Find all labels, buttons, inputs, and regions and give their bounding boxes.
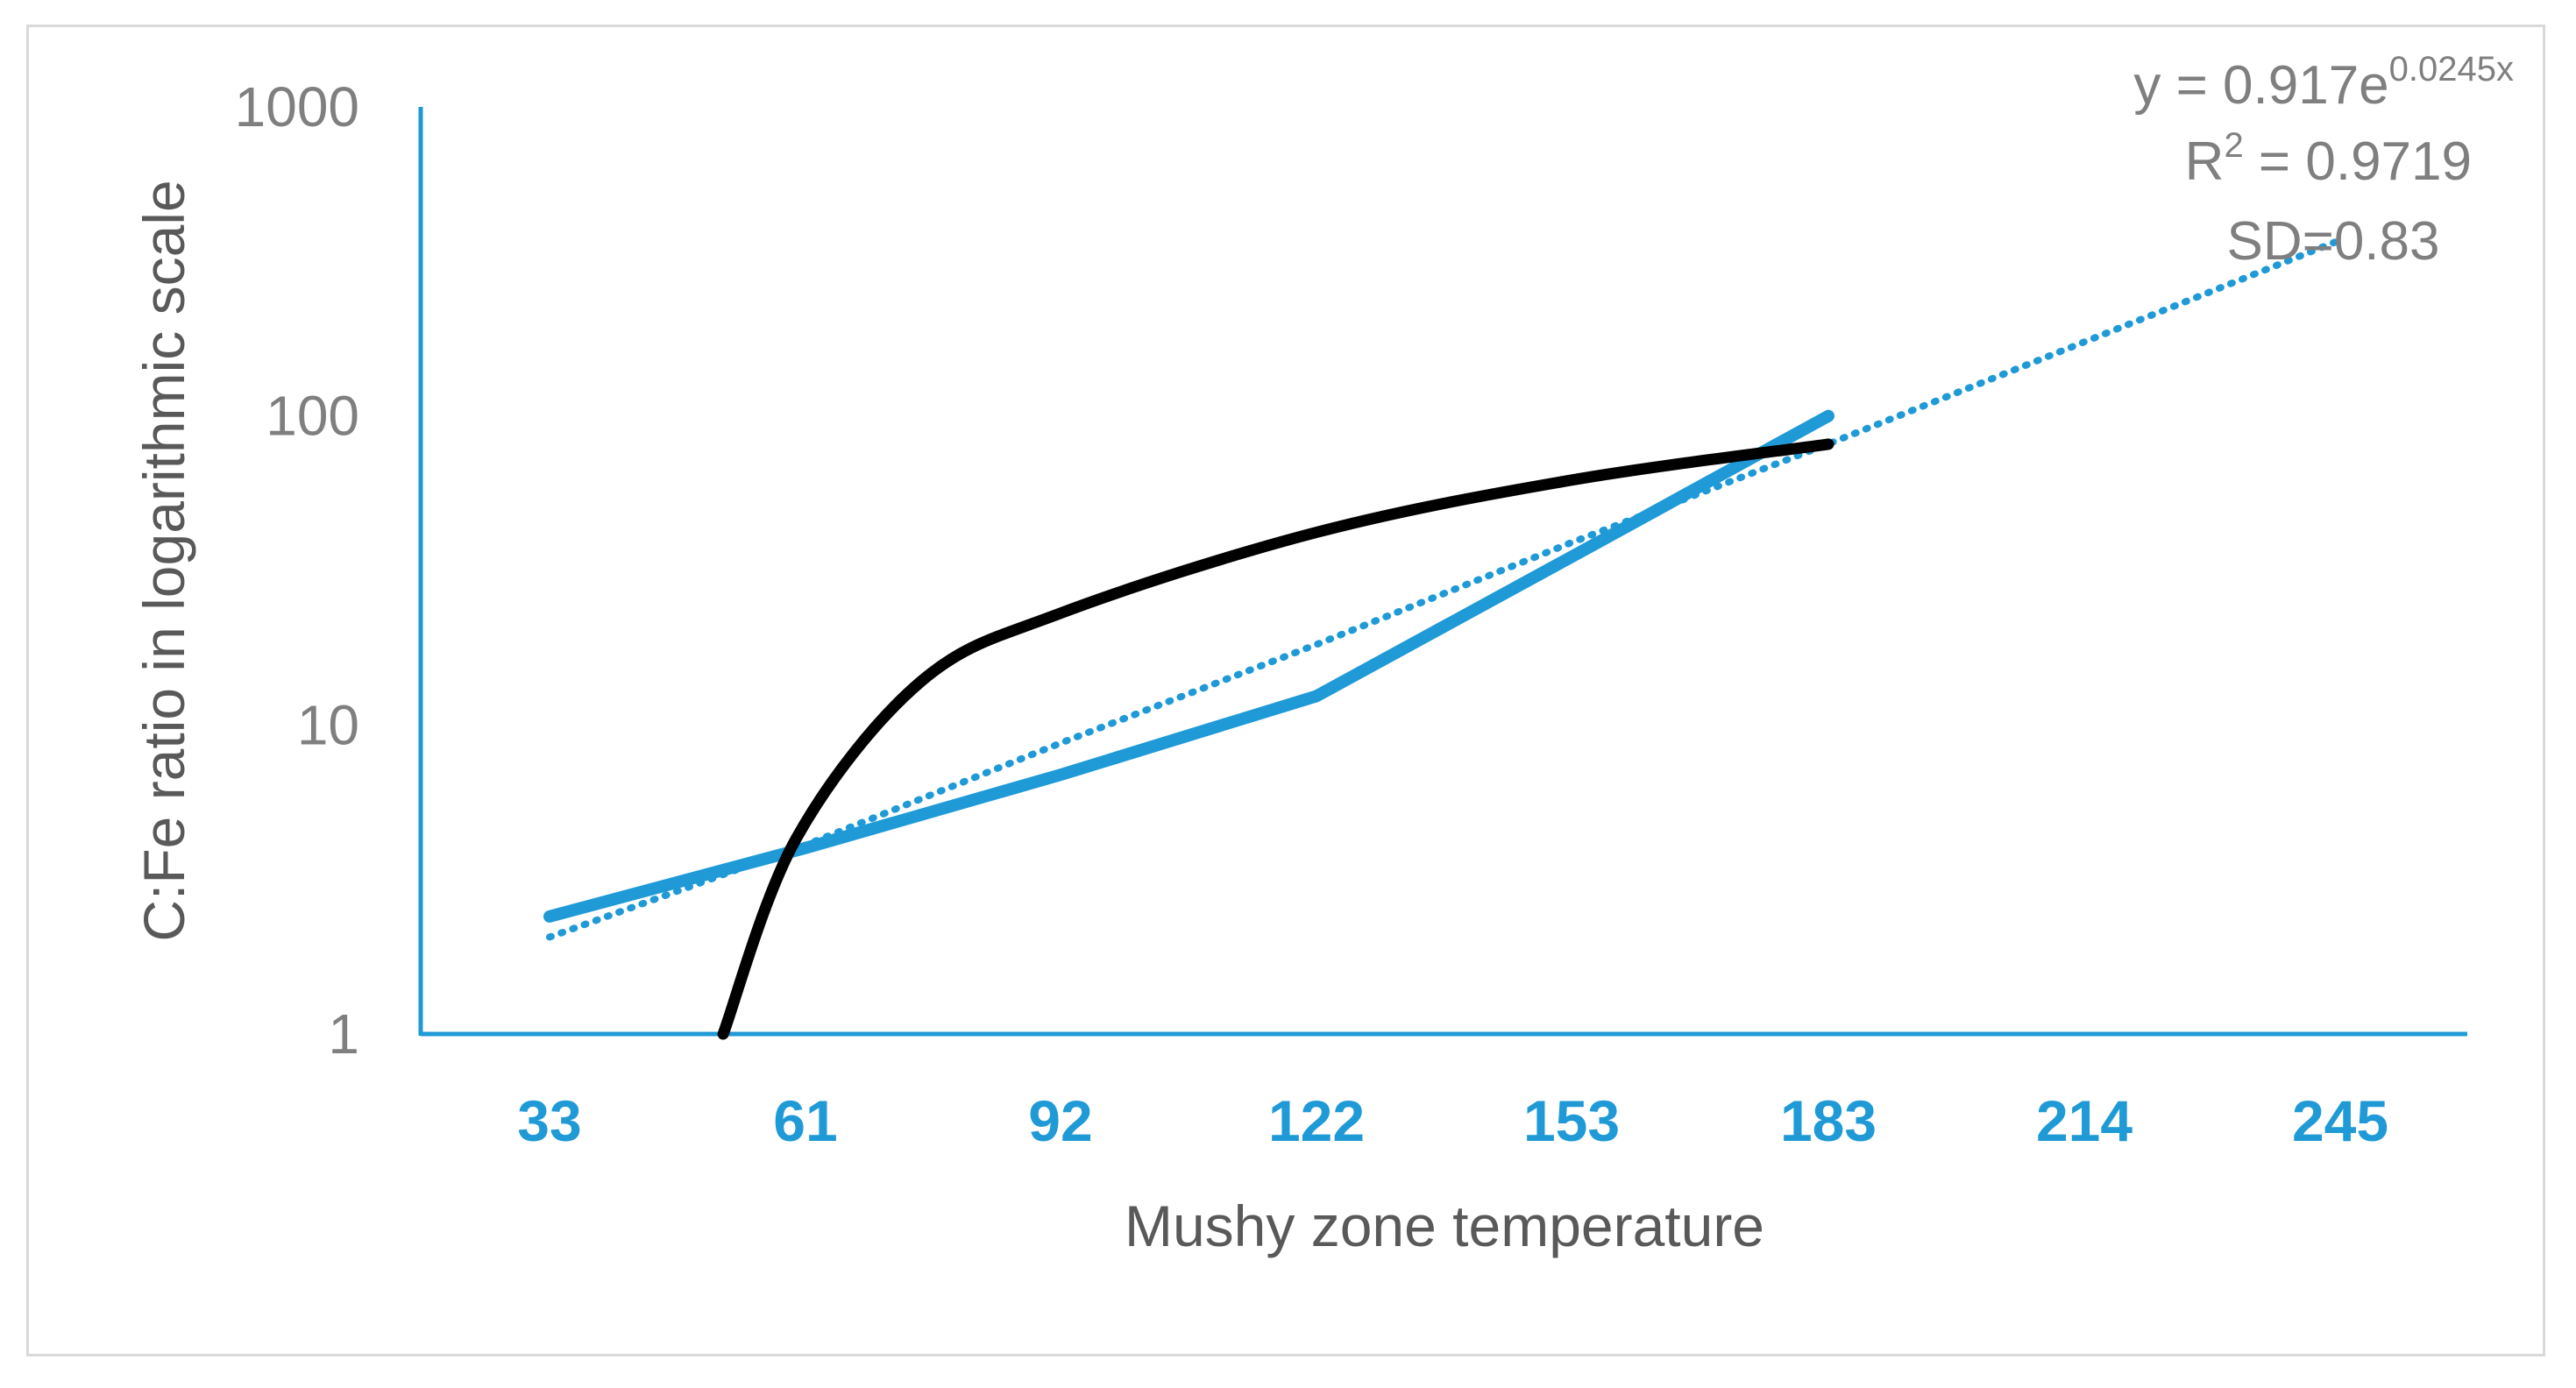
x-tick-label: 92 bbox=[1028, 1088, 1092, 1153]
series-measured-line bbox=[543, 409, 1834, 923]
trendline-annotation: y = 0.917e0.0245x R2 = 0.9719 SD=0.83 bbox=[2133, 50, 2514, 272]
chart-frame bbox=[26, 25, 2545, 1356]
equation-exponent: 0.0245x bbox=[2389, 50, 2514, 89]
y-tick-labels: 1 10 100 1000 bbox=[235, 75, 359, 1066]
y-tick-label: 1 bbox=[328, 1002, 359, 1066]
r-squared-sup: 2 bbox=[2224, 126, 2243, 165]
x-tick-label: 214 bbox=[2036, 1088, 2132, 1153]
x-tick-labels: 33 61 92 122 153 183 214 245 bbox=[517, 1088, 2388, 1153]
sd-label: SD=0.83 bbox=[2226, 211, 2439, 272]
equation-base: y = 0.917e bbox=[2133, 55, 2388, 116]
x-tick-label: 122 bbox=[1268, 1088, 1365, 1153]
equation-label: y = 0.917e0.0245x bbox=[2133, 50, 2514, 116]
x-tick-label: 153 bbox=[1523, 1088, 1620, 1153]
x-tick-label: 183 bbox=[1780, 1088, 1877, 1153]
y-axis-title: C:Fe ratio in logarithmic scale bbox=[131, 180, 196, 941]
r-squared-symbol: R bbox=[2185, 131, 2225, 192]
x-axis-title: Mushy zone temperature bbox=[1125, 1193, 1764, 1258]
x-tick-label: 245 bbox=[2292, 1088, 2388, 1153]
r-squared-label: R2 = 0.9719 bbox=[2185, 126, 2472, 192]
x-tick-label: 61 bbox=[773, 1088, 837, 1153]
axes bbox=[418, 107, 2467, 1037]
r-squared-value: = 0.9719 bbox=[2244, 131, 2472, 192]
y-tick-label: 10 bbox=[297, 693, 359, 756]
series-log-curve bbox=[717, 438, 1834, 1040]
y-tick-label: 1000 bbox=[235, 75, 359, 138]
y-tick-label: 100 bbox=[266, 385, 359, 448]
series-exponential-trendline bbox=[546, 236, 2344, 941]
series-layer bbox=[543, 236, 2344, 1040]
x-tick-label: 33 bbox=[517, 1088, 581, 1153]
